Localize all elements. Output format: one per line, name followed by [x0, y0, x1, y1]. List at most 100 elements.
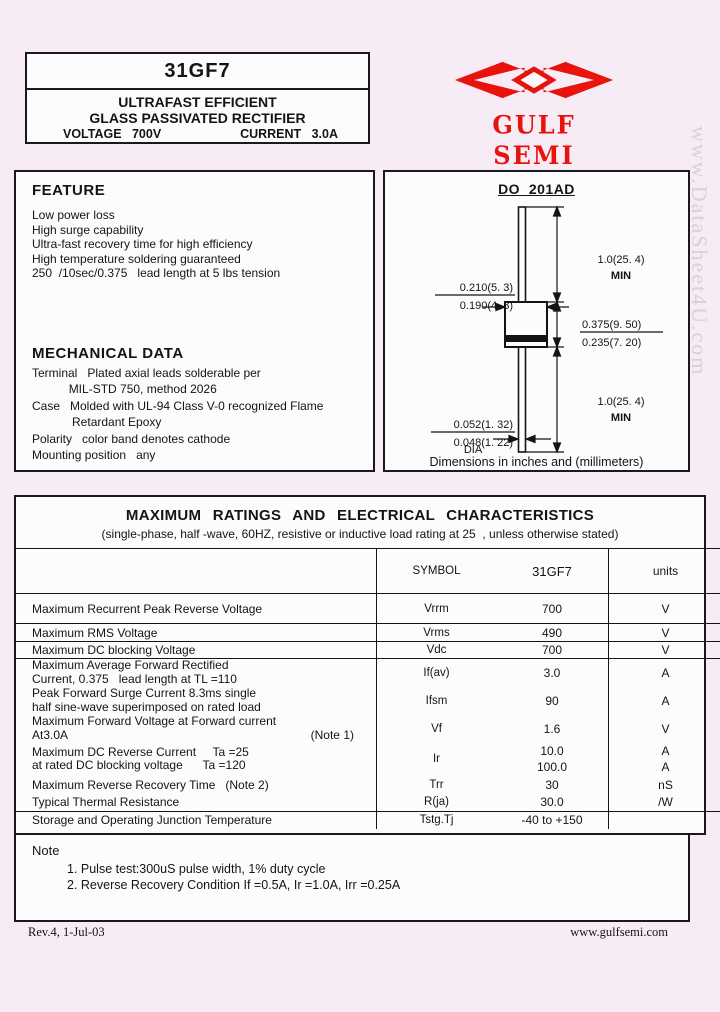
param-name: Maximum DC blocking Voltage: [32, 643, 196, 657]
dim-lead-bottom-min: MIN: [611, 412, 631, 424]
dim-lead-dia-min: 0.048(1. 22): [454, 437, 513, 449]
header-symbol: SYMBOL: [412, 565, 461, 577]
dim-lead-dia-max: 0.052(1. 32): [454, 419, 513, 431]
param-symbol: Trr: [429, 778, 444, 791]
table-row: Maximum Forward Voltage at Forward curre…: [16, 714, 720, 743]
param-name-line2: half sine-wave superimposed on rated loa…: [32, 699, 261, 714]
table-row: Maximum Reverse Recovery Time (Note 2) T…: [16, 775, 720, 794]
table-row: Peak Forward Surge Current 8.3ms single …: [16, 686, 720, 715]
param-name: Maximum Recurrent Peak Reverse Voltage: [32, 601, 263, 616]
param-name: Storage and Operating Junction Temperatu…: [32, 813, 272, 828]
dim-dia-label: DIA: [464, 444, 483, 454]
part-number: 31GF7: [164, 59, 231, 82]
dim-lead-bottom-value: 1.0(25. 4): [597, 396, 644, 408]
param-unit: A: [661, 693, 670, 708]
param-symbol: Ir: [432, 753, 441, 765]
param-unit: V: [661, 643, 670, 657]
param-value: 90: [545, 693, 559, 708]
header-parameter: [16, 548, 377, 594]
feature-list: Low power loss High surge capability Ult…: [32, 208, 373, 281]
param-symbol: R(ja): [424, 796, 449, 809]
param-symbol: Vrrm: [424, 602, 449, 615]
logo-wordmark: GULF SEMI: [492, 109, 617, 171]
param-value: 700: [541, 601, 563, 616]
param-value: 30.0: [540, 795, 564, 810]
header-units: units: [652, 564, 679, 578]
param-unit: A: [661, 665, 670, 680]
maximum-ratings-section: MAXIMUM RATINGS AND ELECTRICAL CHARACTER…: [14, 495, 720, 835]
param-unit: A: [661, 744, 670, 758]
dimension-fraction-rules: [431, 294, 663, 433]
mechanical-line: Case Molded with UL-94 Class V-0 recogni…: [32, 398, 324, 413]
dimensions-caption: Dimensions in inches and (millimeters): [429, 455, 644, 469]
param-name-line2: At3.0A (Note 1): [32, 727, 354, 742]
note-list: 1. Pulse test:300uS pulse width, 1% duty…: [67, 862, 688, 893]
device-description-box: ULTRAFAST EFFICIENT GLASS PASSIVATED REC…: [25, 88, 370, 144]
datasheet4u-watermark: www.DataSheet4U.com: [687, 126, 712, 377]
param-name: Maximum DC Reverse Current Ta =25: [32, 744, 249, 759]
device-type-line1: ULTRAFAST EFFICIENT: [118, 93, 277, 110]
table-row: Typical Thermal Resistance R(ja) 30.0 /W: [16, 793, 720, 812]
note-item: 1. Pulse test:300uS pulse width, 1% duty…: [67, 862, 326, 876]
param-value: 10.0: [540, 744, 564, 758]
param-symbol: Vrms: [423, 626, 450, 639]
param-value: 700: [541, 643, 563, 657]
feature-item: High temperature soldering guaranteed: [32, 251, 241, 266]
param-value: -40 to +150: [521, 813, 583, 828]
device-type-line2: GLASS PASSIVATED RECTIFIER: [89, 109, 306, 126]
table-row: Maximum RMS Voltage Vrms 490 V: [16, 623, 720, 642]
header-part: 31GF7: [496, 548, 609, 594]
param-unit: V: [661, 601, 670, 616]
feature-section: FEATURE Low power loss High surge capabi…: [14, 170, 375, 472]
mechanical-line: Polarity color band denotes cathode: [32, 431, 231, 446]
note-heading: Note: [32, 843, 60, 858]
param-name-line2: at rated DC blocking voltage Ta =120: [32, 758, 246, 772]
param-unit: nS: [658, 777, 673, 792]
dim-body-length-max: 0.375(9. 50): [582, 319, 641, 331]
title-block: 31GF7 ULTRAFAST EFFICIENT GLASS PASSIVAT…: [25, 52, 370, 144]
param-name: Maximum RMS Voltage: [32, 625, 158, 640]
param-unit: V: [661, 721, 670, 736]
package-outline-section: DO 201AD: [383, 170, 690, 472]
table-row: Storage and Operating Junction Temperatu…: [16, 811, 720, 829]
param-name: Maximum Forward Voltage at Forward curre…: [32, 714, 277, 728]
cathode-band: [506, 335, 546, 342]
mechanical-line: Retardant Epoxy: [32, 415, 162, 430]
mechanical-line: Terminal Plated axial leads solderable p…: [32, 365, 261, 380]
param-value: 3.0: [543, 665, 561, 680]
feature-item: Low power loss: [32, 208, 115, 222]
website-label: www.gulfsemi.com: [570, 925, 668, 939]
package-outline-drawing: 1.0(25. 4) MIN 0.210(5. 3) 0.190(4. 8) 0…: [431, 205, 663, 454]
mechanical-data-list: Terminal Plated axial leads solderable p…: [32, 365, 373, 463]
param-unit: /W: [658, 795, 673, 810]
feature-item: High surge capability: [32, 222, 144, 237]
param-unit: V: [661, 625, 670, 640]
gulf-semi-logo-icon: [454, 61, 614, 99]
note-item: 2. Reverse Recovery Condition If =0.5A, …: [67, 877, 401, 892]
dim-lead-top-value: 1.0(25. 4): [597, 254, 644, 266]
dim-lead-top-min: MIN: [611, 270, 631, 282]
param-symbol: Vdc: [426, 644, 447, 656]
ratings-subtitle: (single-phase, half -wave, 60HZ, resisti…: [101, 527, 619, 541]
param-value: 30: [545, 777, 559, 792]
diode-lead-top: [517, 206, 527, 303]
mechanical-line: MIL-STD 750, method 2026: [32, 382, 217, 397]
param-symbol: Tstg.Tj: [419, 814, 454, 827]
feature-item: Ultra-fast recovery time for high effici…: [32, 237, 253, 252]
param-name: Maximum Reverse Recovery Time (Note 2): [32, 777, 269, 792]
note-reference: (Note 1): [310, 727, 354, 742]
param-symbol: Ifsm: [425, 694, 448, 707]
param-symbol: Vf: [431, 722, 442, 735]
dimension-arrows: [483, 205, 569, 454]
dim-body-width-max: 0.210(5. 3): [460, 282, 513, 294]
diode-lead-bottom: [517, 346, 527, 453]
table-row: Maximum DC blocking Voltage Vdc 700 V: [16, 641, 720, 659]
ratings-table: SYMBOL 31GF7 units Maximum Recurrent Pea…: [16, 548, 720, 829]
param-value: 490: [541, 625, 563, 640]
table-row: Maximum DC Reverse Current Ta =25 at rat…: [16, 742, 720, 776]
feature-heading: FEATURE: [32, 182, 106, 199]
feature-item: 250 /10sec/0.375 lead length at 5 lbs te…: [32, 266, 281, 281]
part-number-box: 31GF7: [25, 52, 370, 90]
param-name: Maximum Average Forward Rectified: [32, 658, 229, 673]
table-header-row: SYMBOL 31GF7 units: [16, 548, 720, 594]
